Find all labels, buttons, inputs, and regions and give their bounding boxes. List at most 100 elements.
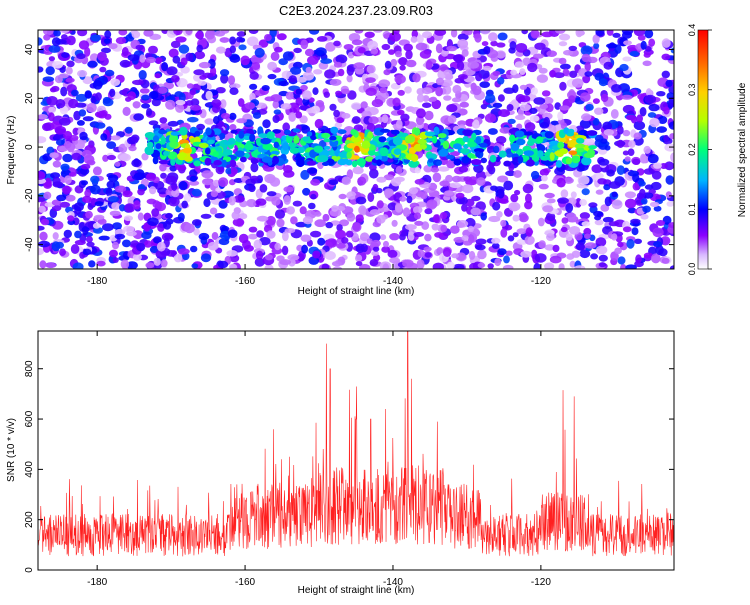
heatmap-cell	[544, 262, 555, 269]
heatmap-cell	[310, 135, 317, 141]
heatmap-cell	[325, 238, 338, 248]
heatmap-cell	[212, 104, 221, 113]
heatmap-cell	[534, 253, 547, 263]
heatmap-cell	[335, 229, 347, 240]
heatmap-cell	[431, 99, 442, 110]
heatmap-cell	[295, 111, 303, 119]
heatmap-cell	[462, 129, 473, 136]
heatmap-cell	[414, 167, 421, 174]
heatmap-cell	[437, 166, 450, 172]
heatmap-cell	[77, 139, 87, 145]
heatmap-y-tick-label: 0	[24, 144, 35, 150]
heatmap-cell	[167, 120, 179, 127]
heatmap-cell	[234, 150, 245, 158]
heatmap-cell	[227, 229, 238, 238]
snr-y-tick-label: 200	[24, 511, 35, 528]
heatmap-cell	[424, 110, 434, 121]
heatmap-cell	[152, 135, 160, 143]
heatmap-cell	[55, 139, 65, 146]
heatmap-cell	[575, 242, 586, 251]
heatmap-cell	[350, 134, 362, 143]
heatmap-cell	[321, 132, 331, 139]
heatmap-cell	[407, 231, 415, 241]
heatmap-cell	[387, 202, 398, 211]
heatmap-cell	[267, 73, 277, 80]
heatmap-cell	[297, 253, 305, 262]
heatmap-cell	[300, 39, 309, 50]
heatmap-cell	[229, 54, 241, 63]
heatmap-cell	[265, 254, 273, 261]
heatmap-cell	[497, 94, 505, 102]
heatmap-cell	[458, 166, 469, 173]
heatmap-cell	[622, 129, 631, 137]
heatmap-cell	[107, 174, 119, 182]
heatmap-cell	[260, 137, 272, 145]
heatmap-cell	[295, 88, 303, 95]
heatmap-cell	[624, 156, 631, 162]
heatmap-cell	[439, 64, 448, 72]
heatmap-cell	[576, 137, 585, 144]
heatmap-cell	[402, 207, 411, 217]
heatmap-cell	[492, 201, 501, 211]
heatmap-cell	[138, 70, 147, 80]
heatmap-cell	[180, 57, 188, 66]
heatmap-cell	[603, 129, 614, 136]
heatmap-cell	[451, 253, 459, 259]
heatmap-cell	[62, 153, 73, 163]
heatmap-cell	[92, 166, 102, 176]
snr-x-ticks: -180 -160 -140 -120	[87, 331, 551, 588]
heatmap-cell	[656, 126, 667, 133]
heatmap-cell	[537, 144, 546, 153]
colorbar-tick-label: 0.4	[687, 24, 697, 37]
heatmap-cell	[201, 170, 214, 179]
heatmap-cell	[527, 62, 538, 73]
heatmap-cell	[139, 54, 146, 63]
heatmap-cell	[121, 47, 129, 57]
heatmap-cell	[598, 78, 608, 87]
heatmap-cell	[588, 145, 597, 150]
heatmap-cell	[54, 126, 67, 135]
heatmap-cell	[477, 249, 487, 260]
heatmap-cell	[148, 91, 159, 100]
heatmap-cell	[560, 63, 571, 70]
heatmap-cell	[237, 143, 245, 149]
heatmap-cell	[189, 175, 198, 182]
heatmap-cell	[581, 113, 592, 122]
heatmap-cell	[45, 262, 57, 269]
heatmap-cell	[525, 193, 532, 204]
heatmap-cell	[156, 241, 166, 252]
heatmap-cell	[276, 255, 285, 262]
heatmap-cell	[189, 89, 197, 96]
heatmap-cell	[462, 135, 469, 143]
heatmap-cell	[647, 153, 659, 164]
heatmap-cell	[120, 259, 130, 269]
heatmap-cell	[644, 30, 654, 39]
heatmap-cell	[503, 255, 510, 264]
heatmap-cell	[94, 122, 106, 129]
heatmap-cell	[289, 147, 300, 154]
heatmap-cell	[198, 61, 211, 69]
heatmap-cell	[503, 160, 512, 167]
colorbar-tick-label: 0.3	[687, 83, 697, 96]
heatmap-cell	[158, 160, 169, 165]
heatmap-cell	[249, 83, 258, 90]
heatmap-cell	[438, 149, 449, 157]
heatmap-cell	[236, 31, 247, 37]
heatmap-cell	[360, 243, 368, 253]
heatmap-cell	[588, 202, 598, 208]
heatmap-cell	[103, 38, 111, 44]
heatmap-cell	[428, 158, 434, 163]
heatmap-cell	[517, 155, 524, 164]
heatmap-cell	[446, 45, 458, 52]
heatmap-cell	[426, 199, 438, 209]
heatmap-cell	[357, 176, 367, 186]
heatmap-cell	[157, 86, 168, 94]
heatmap-cell	[623, 40, 632, 46]
heatmap-cell	[422, 102, 432, 108]
heatmap-cell	[127, 54, 140, 62]
heatmap-cell	[60, 163, 70, 171]
heatmap-cell	[643, 252, 654, 259]
heatmap-cell	[95, 92, 102, 101]
heatmap-cell	[289, 107, 298, 114]
heatmap-cell	[186, 83, 194, 89]
